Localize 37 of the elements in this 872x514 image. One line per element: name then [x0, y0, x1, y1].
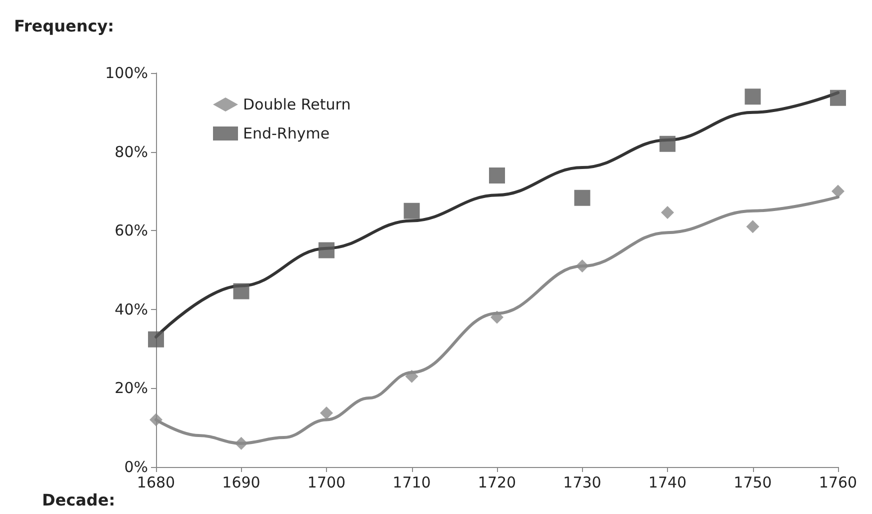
point [574, 190, 590, 206]
point [490, 310, 504, 324]
x-tick-label: 1690 [222, 474, 260, 492]
legend-label: End-Rhyme [243, 124, 330, 142]
y-tick-label: 40% [114, 300, 148, 318]
point [234, 436, 248, 450]
point [661, 206, 674, 219]
point [746, 220, 760, 234]
point [744, 88, 761, 105]
y-tick-label: 0% [124, 458, 148, 476]
point [320, 406, 333, 420]
x-tick-label: 1720 [478, 474, 516, 492]
y-axis-title: Frequency: [14, 16, 114, 36]
point [318, 242, 334, 258]
x-tick-label: 1760 [818, 474, 858, 492]
point [148, 331, 164, 348]
x-tick-label: 1740 [648, 474, 687, 492]
y-tick-label: 100% [105, 64, 148, 82]
x-tick-label: 1710 [392, 474, 431, 492]
point [489, 167, 505, 184]
x-tick-label: 1730 [563, 474, 602, 492]
point [233, 283, 250, 300]
x-tick-label: 1680 [136, 474, 176, 492]
point [576, 260, 589, 273]
point [405, 370, 418, 383]
y-tick-label: 60% [114, 222, 148, 240]
x-tick-label: 1750 [734, 474, 772, 492]
point [404, 202, 420, 219]
point [660, 136, 676, 152]
legend-label: Double Return [243, 96, 351, 114]
point [832, 184, 844, 198]
x-axis-title: Decade: [42, 490, 116, 510]
x-tick-label: 1700 [307, 474, 346, 492]
point [830, 90, 846, 106]
y-tick-label: 80% [114, 142, 148, 161]
point [150, 413, 162, 426]
y-tick-label: 20% [114, 379, 148, 398]
